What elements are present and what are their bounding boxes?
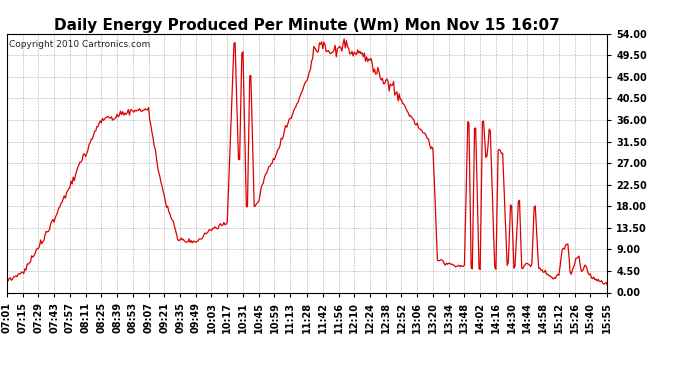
Text: Copyright 2010 Cartronics.com: Copyright 2010 Cartronics.com — [9, 40, 150, 49]
Title: Daily Energy Produced Per Minute (Wm) Mon Nov 15 16:07: Daily Energy Produced Per Minute (Wm) Mo… — [55, 18, 560, 33]
